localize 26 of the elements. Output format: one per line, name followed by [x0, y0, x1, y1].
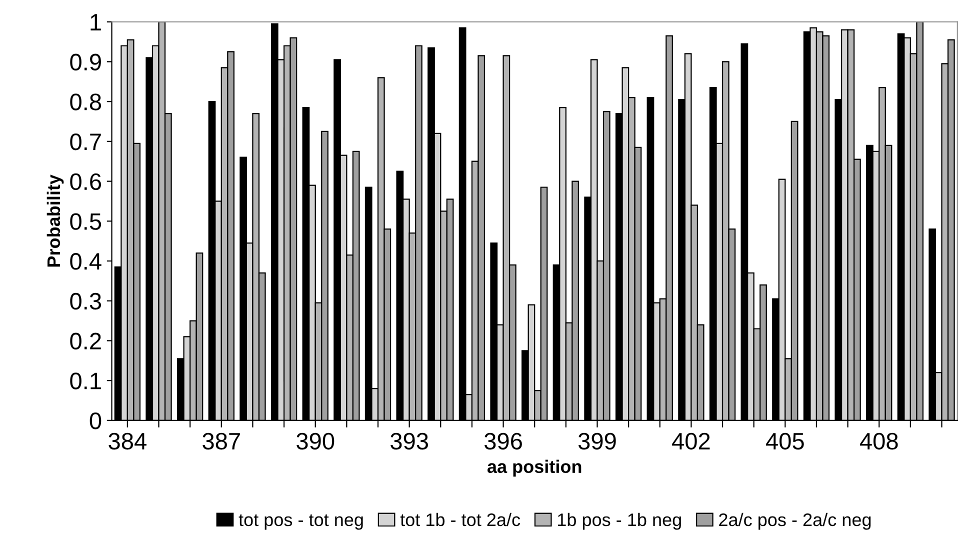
x-tick-label: 399: [578, 432, 616, 450]
legend-label: 1b pos - 1b neg: [558, 512, 681, 530]
y-tick-label: 0.4: [70, 253, 102, 270]
y-tick-label: 1: [90, 14, 101, 30]
y-tick-label: 0.6: [70, 173, 102, 190]
x-tick-label: 408: [860, 432, 898, 450]
y-tick-label: 0.3: [70, 292, 102, 310]
y-tick-label: 0.5: [70, 213, 102, 230]
x-tick-label: 390: [296, 432, 334, 450]
x-axis-title: aa position: [487, 460, 582, 477]
x-tick-label: 396: [484, 432, 522, 450]
legend-label: tot 1b - tot 2a/c: [400, 512, 520, 526]
x-tick-label: 387: [202, 432, 240, 450]
y-tick-label: 0.7: [70, 133, 101, 150]
y-tick-label: 0.2: [70, 332, 101, 350]
y-tick-label: 0.1: [70, 372, 101, 390]
y-axis-title: Probability: [46, 174, 64, 267]
legend-label: tot pos - tot neg: [238, 514, 363, 530]
y-tick-label: 0.9: [70, 54, 101, 70]
x-tick-label: 402: [672, 432, 710, 450]
x-tick-label: 393: [390, 432, 428, 450]
y-tick-label: 0: [90, 412, 102, 430]
y-tick-label: 0.8: [70, 94, 102, 110]
x-tick-label: 405: [766, 432, 804, 450]
x-tick-label: 384: [108, 432, 146, 450]
legend-label: 2a/c pos - 2a/c neg: [719, 512, 871, 530]
